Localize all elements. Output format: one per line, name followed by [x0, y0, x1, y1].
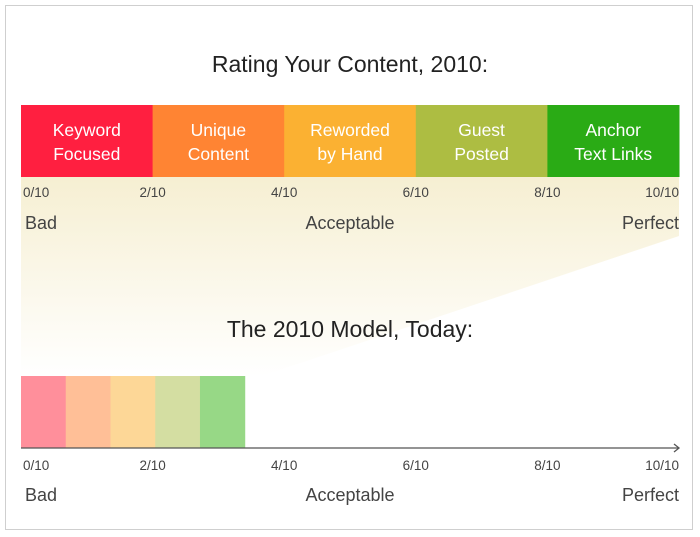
bar-segment	[199, 376, 246, 448]
segment-label: Content	[188, 144, 249, 164]
tick-label: 6/10	[403, 458, 429, 473]
segment-label: Unique	[191, 120, 246, 140]
bar-segment	[21, 376, 67, 448]
bottom-label-bad: Bad	[25, 485, 57, 505]
bar-segment	[415, 105, 548, 177]
bottom-tick-labels: 0/10 2/10 4/10 6/10 8/10 10/10	[23, 458, 679, 473]
segment-label: Posted	[454, 144, 508, 164]
top-tick-labels: 0/10 2/10 4/10 6/10 8/10 10/10	[23, 185, 679, 200]
top-label-bad: Bad	[25, 213, 57, 233]
tick-label: 10/10	[645, 185, 679, 200]
tick-label: 8/10	[534, 185, 560, 200]
segment-label: by Hand	[317, 144, 382, 164]
segment-label: Keyword	[53, 120, 121, 140]
tick-label: 10/10	[645, 458, 679, 473]
tick-label: 8/10	[534, 458, 560, 473]
bar-segment	[110, 376, 156, 448]
segment-label: Guest	[458, 120, 505, 140]
tick-label: 4/10	[271, 185, 297, 200]
tick-label: 2/10	[139, 458, 165, 473]
bottom-label-acceptable: Acceptable	[305, 485, 394, 505]
segment-label: Text Links	[574, 144, 652, 164]
top-title: Rating Your Content, 2010:	[212, 51, 488, 77]
bar-segment	[65, 376, 111, 448]
bottom-title: The 2010 Model, Today:	[227, 316, 473, 342]
top-label-perfect: Perfect	[622, 213, 679, 233]
bottom-label-perfect: Perfect	[622, 485, 679, 505]
axis-arrow-icon	[673, 443, 681, 453]
tick-label: 6/10	[403, 185, 429, 200]
diagram-frame	[5, 5, 693, 530]
segment-label: Reworded	[310, 120, 390, 140]
bar-segment	[155, 376, 201, 448]
tick-label: 0/10	[23, 458, 49, 473]
bottom-rating-bar	[21, 376, 246, 448]
funnel-shading	[21, 177, 679, 376]
bar-segment	[152, 105, 285, 177]
segment-label: Anchor	[585, 120, 641, 140]
tick-label: 0/10	[23, 185, 49, 200]
tick-label: 4/10	[271, 458, 297, 473]
top-rating-bar: Keyword Focused Unique Content Reworded by Ha…	[21, 105, 680, 177]
tick-label: 2/10	[139, 185, 165, 200]
bar-segment	[284, 105, 417, 177]
bar-segment	[21, 105, 154, 177]
segment-label: Focused	[53, 144, 120, 164]
bar-segment	[547, 105, 680, 177]
top-label-acceptable: Acceptable	[305, 213, 394, 233]
